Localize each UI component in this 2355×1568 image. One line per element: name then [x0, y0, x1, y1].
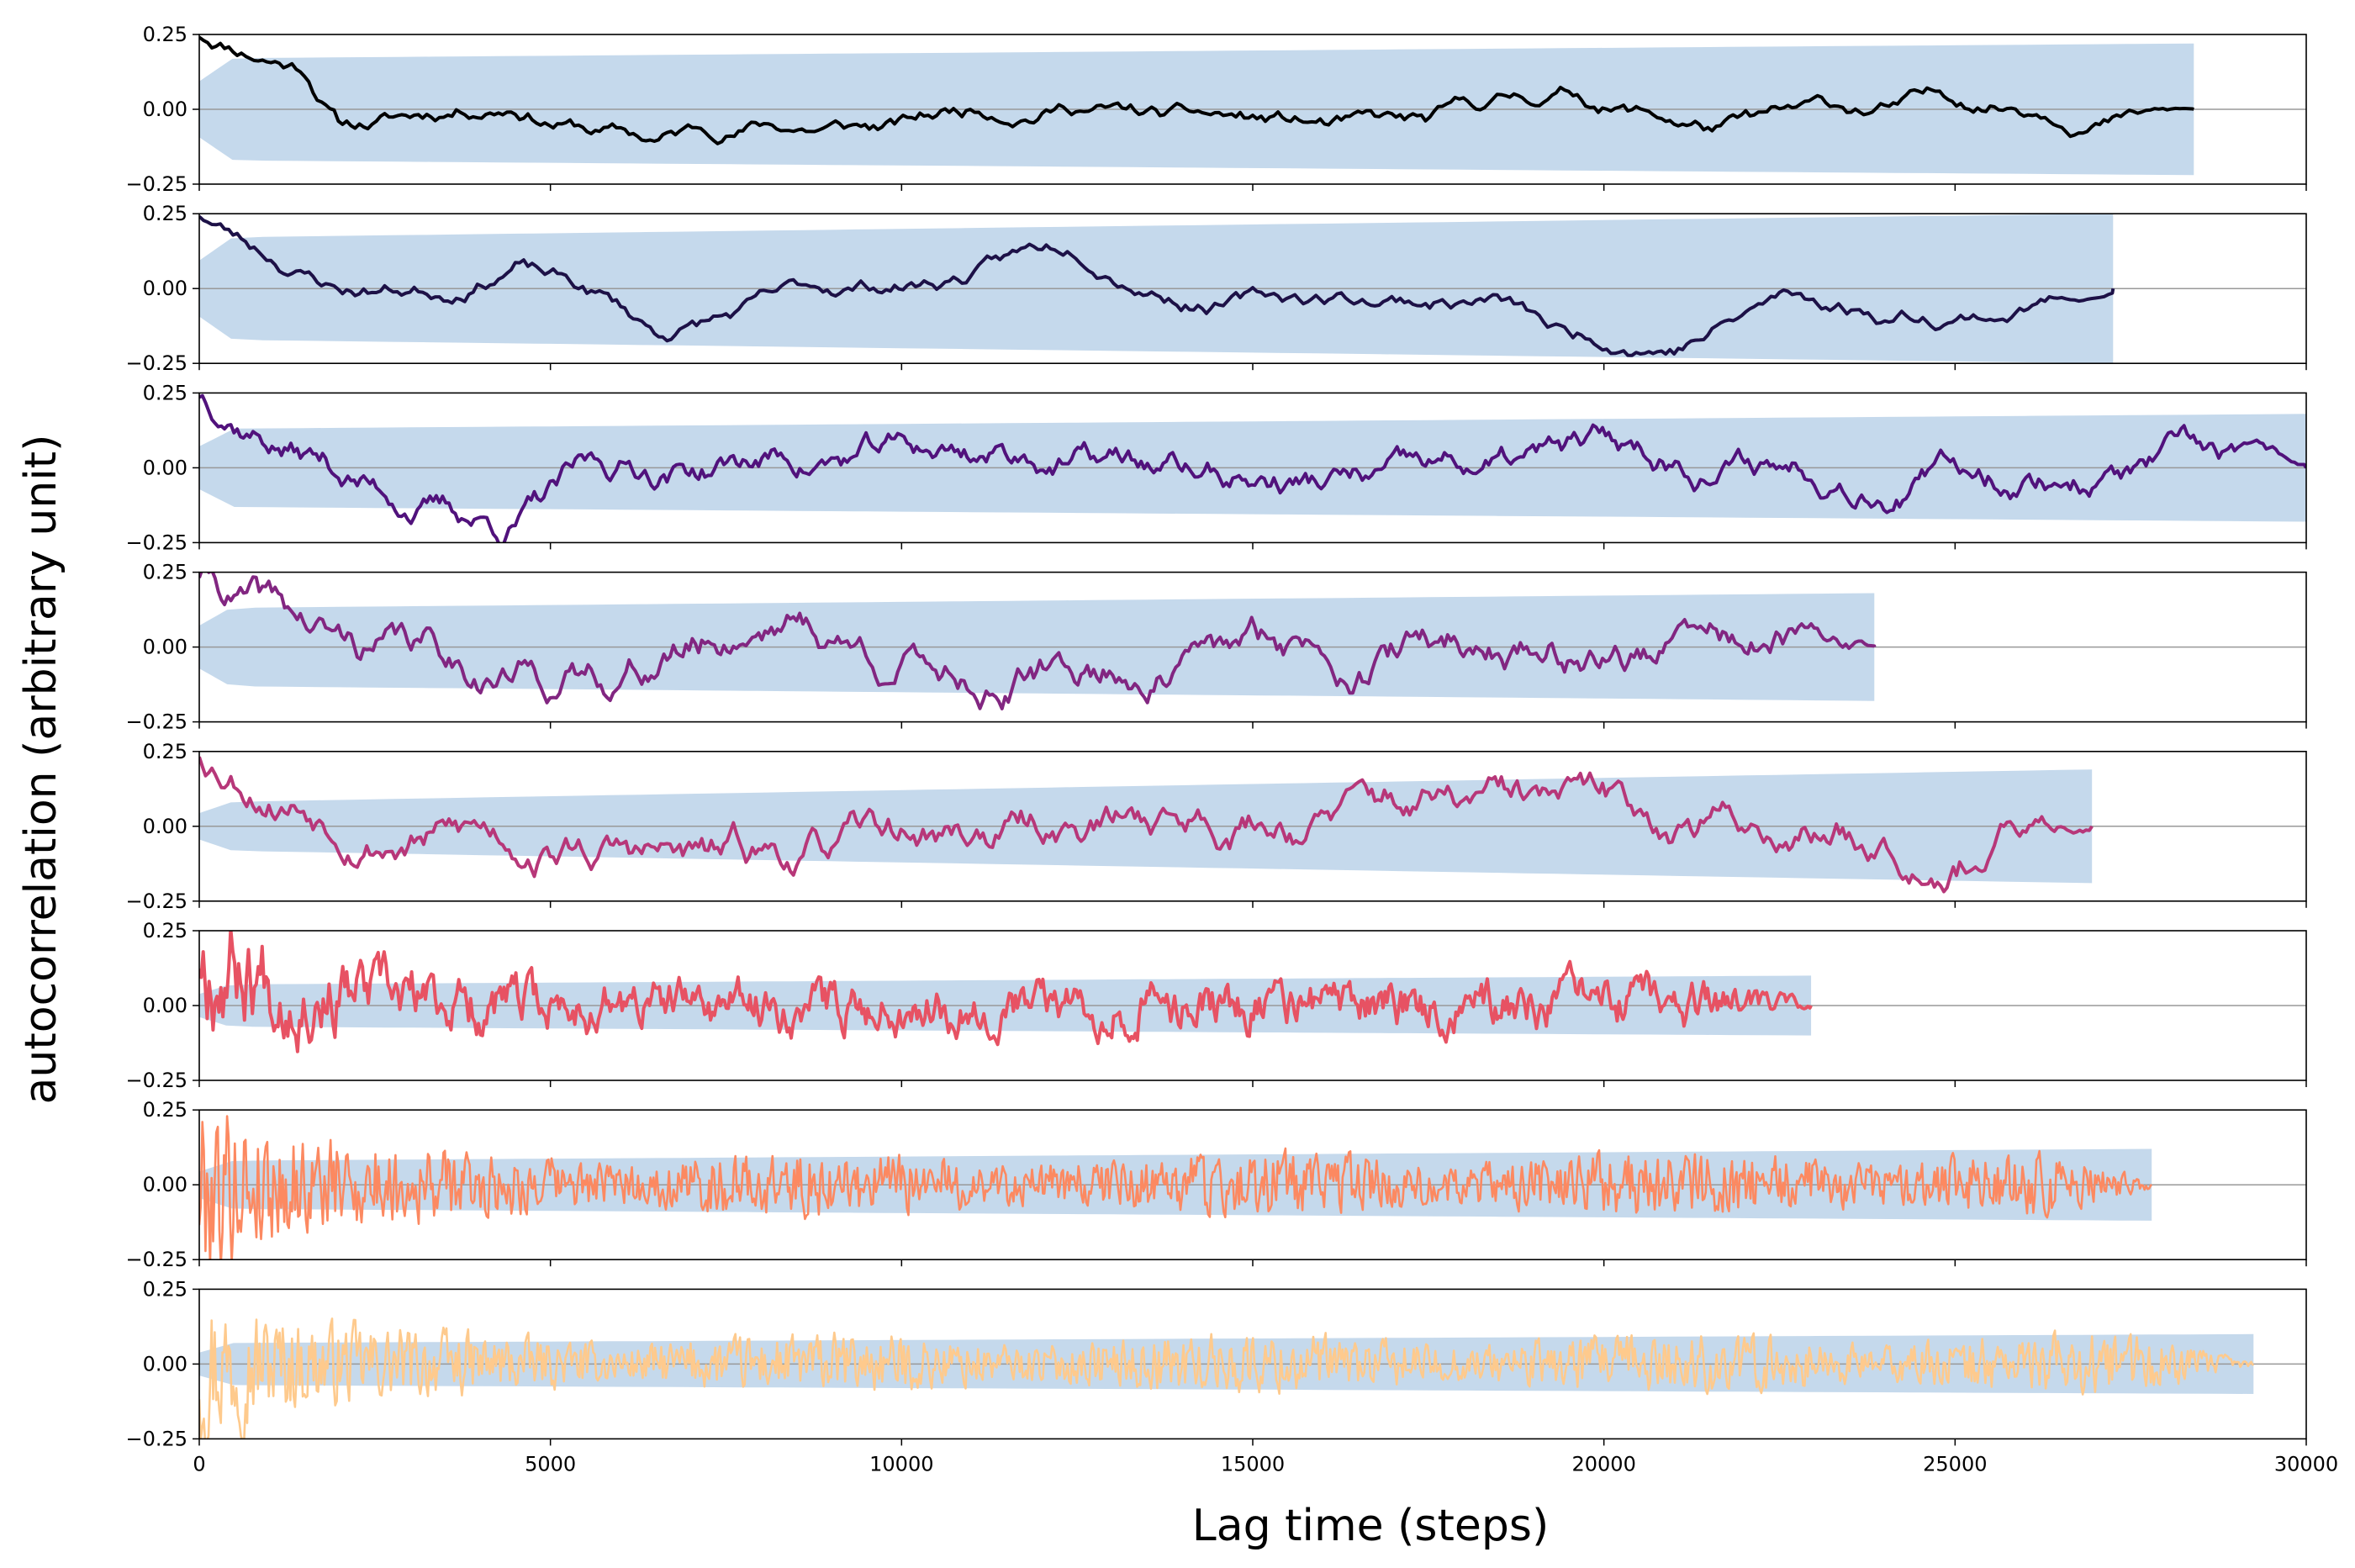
y-tick-label-5-2: 0.25 — [143, 740, 187, 763]
autocorrelation-panel-2: −0.25 0.00 0.25 — [125, 202, 2307, 375]
y-tick-label-7-2: 0.25 — [143, 1098, 187, 1122]
series-line-5 — [199, 756, 2094, 894]
x-tick-label-6: 30000 — [2274, 1452, 2338, 1476]
y-tick-label-5-0: −0.25 — [125, 890, 187, 913]
x-tick-label-2: 10000 — [869, 1452, 933, 1476]
series-line-6 — [199, 931, 1813, 1053]
y-tick-label-6-0: −0.25 — [125, 1069, 187, 1092]
y-tick-label-3-1: 0.00 — [143, 456, 187, 479]
series-line-3 — [199, 393, 2306, 543]
y-tick-label-4-2: 0.25 — [143, 561, 187, 584]
y-tick-label-4-0: −0.25 — [125, 710, 187, 734]
y-tick-label-3-0: −0.25 — [125, 531, 187, 554]
autocorrelation-panel-4: −0.25 0.00 0.25 — [125, 561, 2307, 734]
x-tick-label-1: 5000 — [525, 1452, 576, 1476]
y-tick-label-4-1: 0.00 — [143, 636, 187, 659]
y-tick-label-8-0: −0.25 — [125, 1427, 187, 1450]
autocorrelation-panel-1: −0.25 0.00 0.25 — [125, 23, 2307, 196]
series-line-8 — [199, 1317, 2255, 1439]
autocorrelation-panel-6: −0.25 0.00 0.25 — [125, 919, 2307, 1092]
x-tick-label-5: 25000 — [1923, 1452, 1987, 1476]
y-tick-label-5-1: 0.00 — [143, 815, 187, 838]
y-tick-label-7-1: 0.00 — [143, 1173, 187, 1196]
y-tick-label-8-1: 0.00 — [143, 1352, 187, 1375]
y-tick-label-3-2: 0.25 — [143, 381, 187, 404]
autocorrelation-panel-3: −0.25 0.00 0.25 — [125, 381, 2307, 554]
y-tick-label-1-1: 0.00 — [143, 98, 187, 121]
y-tick-label-2-2: 0.25 — [143, 202, 187, 225]
y-tick-label-8-2: 0.25 — [143, 1277, 187, 1301]
y-tick-label-2-1: 0.00 — [143, 277, 187, 300]
panels-group: −0.250.000.25−0.250.000.25−0.250.000.25−… — [125, 23, 2307, 1450]
autocorrelation-panel-7: −0.25 0.00 0.25 — [125, 1098, 2307, 1271]
x-tick-label-0: 0 — [193, 1452, 205, 1476]
x-tick-label-4: 20000 — [1571, 1452, 1635, 1476]
y-axis-title: autocorrelation (arbitrary unit) — [16, 435, 66, 1105]
y-tick-label-2-0: −0.25 — [125, 351, 187, 375]
series-line-7 — [199, 1115, 2152, 1260]
y-tick-label-7-0: −0.25 — [125, 1248, 187, 1271]
series-line-1 — [199, 35, 2194, 145]
y-tick-label-1-0: −0.25 — [125, 172, 187, 196]
y-tick-label-1-2: 0.25 — [143, 23, 187, 46]
y-tick-label-6-2: 0.25 — [143, 919, 187, 942]
x-axis-title: Lag time (steps) — [1192, 1501, 1550, 1551]
x-axis: 0 5000 10000 15000 20000 25000 30000 — [193, 1452, 2338, 1476]
x-tick-label-3: 15000 — [1221, 1452, 1285, 1476]
autocorrelation-panel-5: −0.25 0.00 0.25 — [125, 740, 2307, 913]
series-line-2 — [199, 214, 2115, 357]
y-tick-label-6-1: 0.00 — [143, 994, 187, 1017]
autocorrelation-panel-8: −0.25 0.00 0.25 — [125, 1277, 2307, 1450]
series-line-4 — [199, 572, 1877, 710]
